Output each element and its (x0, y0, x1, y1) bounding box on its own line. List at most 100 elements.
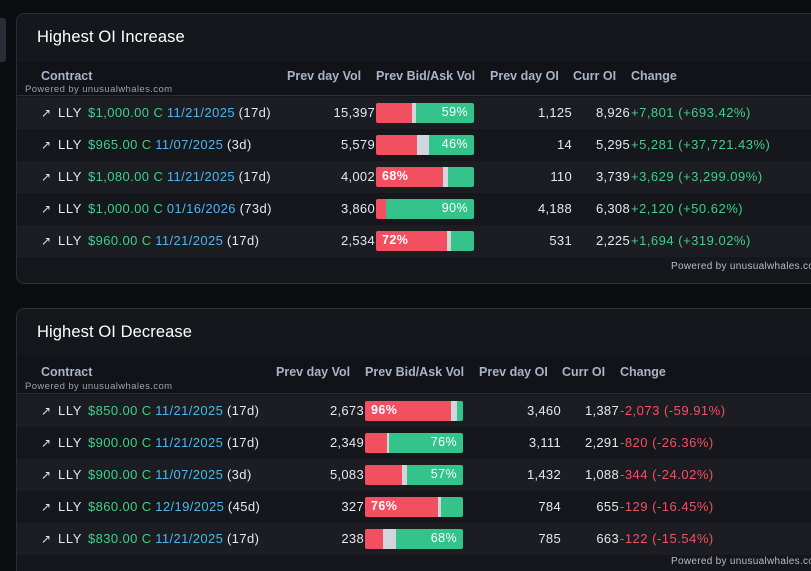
prev-day-volume: 4,002 (340, 169, 375, 184)
external-link-arrow-icon[interactable]: ↗ (41, 404, 52, 418)
powered-by-label: Powered by unusualwhales.com (25, 381, 173, 392)
prev-day-oi: 1,432 (526, 467, 561, 482)
external-link-arrow-icon[interactable]: ↗ (41, 500, 52, 514)
current-oi: 5,295 (595, 137, 630, 152)
bid-ask-percent: 76% (430, 435, 457, 449)
contract-cell[interactable]: $1,000.00 C 11/21/2025 (17d) (88, 105, 271, 120)
ask-segment (447, 167, 474, 187)
contract-cell[interactable]: $900.00 C 11/07/2025 (3d) (88, 467, 252, 482)
external-link-arrow-icon[interactable]: ↗ (41, 170, 52, 184)
current-oi: 1,387 (584, 403, 619, 418)
days-to-expiry: (17d) (226, 233, 260, 248)
ticker-symbol[interactable]: LLY (58, 403, 82, 418)
table-row[interactable]: ↗ LLY $1,000.00 C 01/16/2026 (73d) 3,860 90%… (17, 193, 811, 225)
col-prev-oi[interactable]: Prev day OI (479, 365, 548, 379)
prev-day-oi: 3,460 (526, 403, 561, 418)
table-row[interactable]: ↗ LLY $900.00 C 11/07/2025 (3d) 5,083 57% 1,4… (17, 459, 811, 491)
ticker-symbol[interactable]: LLY (58, 467, 82, 482)
table-row[interactable]: ↗ LLY $900.00 C 11/21/2025 (17d) 2,349 76% 3,… (17, 427, 811, 459)
sidebar-edge-tab[interactable] (0, 18, 6, 62)
col-change[interactable]: Change (631, 69, 677, 83)
bid-ask-bar: 57% (365, 465, 463, 485)
table-row[interactable]: ↗ LLY $850.00 C 11/21/2025 (17d) 2,673 96% 3,… (17, 395, 811, 427)
table-row[interactable]: ↗ LLY $1,000.00 C 11/21/2025 (17d) 15,397 59… (17, 97, 811, 129)
contract-cell[interactable]: $965.00 C 11/07/2025 (3d) (88, 137, 252, 152)
days-to-expiry: (73d) (239, 201, 272, 216)
prev-day-volume: 5,579 (340, 137, 375, 152)
contract-cell[interactable]: $900.00 C 11/21/2025 (17d) (88, 435, 259, 450)
bid-ask-percent: 68% (382, 169, 409, 183)
external-link-arrow-icon[interactable]: ↗ (41, 202, 52, 216)
table-row[interactable]: ↗ LLY $965.00 C 11/07/2025 (3d) 5,579 46% 14 5… (17, 129, 811, 161)
col-contract[interactable]: Contract (41, 69, 93, 83)
ticker-symbol[interactable]: LLY (58, 137, 82, 152)
oi-change: +5,281 (+37,721.43%) (631, 137, 771, 152)
col-prev-vol[interactable]: Prev day Vol (276, 365, 351, 379)
col-prev-oi[interactable]: Prev day OI (490, 69, 559, 83)
bid-segment (376, 135, 418, 155)
table-row[interactable]: ↗ LLY $860.00 C 12/19/2025 (45d) 327 76% 784 6… (17, 491, 811, 523)
table-header: Contract Prev day Vol Prev Bid/Ask Vol P… (17, 356, 811, 394)
ticker-symbol[interactable]: LLY (58, 233, 82, 248)
col-curr-oi[interactable]: Curr OI (573, 69, 617, 83)
external-link-arrow-icon[interactable]: ↗ (41, 436, 52, 450)
bid-segment (376, 231, 447, 251)
bid-ask-bar: 68% (376, 167, 474, 187)
contract-cell[interactable]: $860.00 C 12/19/2025 (45d) (88, 499, 260, 514)
days-to-expiry: (17d) (238, 169, 271, 184)
table-row[interactable]: ↗ LLY $1,080.00 C 11/21/2025 (17d) 4,002 68%… (17, 161, 811, 193)
contract-cell[interactable]: $1,080.00 C 11/21/2025 (17d) (88, 169, 271, 184)
external-link-arrow-icon[interactable]: ↗ (41, 138, 52, 152)
bid-segment (365, 529, 383, 549)
mid-segment (412, 103, 417, 123)
table-row[interactable]: ↗ LLY $830.00 C 11/21/2025 (17d) 238 68% 785 6… (17, 523, 811, 555)
oi-change: +7,801 (+693.42%) (631, 105, 751, 120)
prev-day-volume: 15,397 (333, 105, 375, 120)
ticker-symbol[interactable]: LLY (58, 105, 82, 120)
mid-segment (451, 401, 458, 421)
external-link-arrow-icon[interactable]: ↗ (41, 532, 52, 546)
current-oi: 8,926 (595, 105, 630, 120)
days-to-expiry: (17d) (226, 531, 260, 546)
external-link-arrow-icon[interactable]: ↗ (41, 468, 52, 482)
ticker-symbol[interactable]: LLY (58, 499, 82, 514)
mid-segment (446, 231, 452, 251)
ticker-symbol[interactable]: LLY (58, 169, 82, 184)
external-link-arrow-icon[interactable]: ↗ (41, 234, 52, 248)
col-bid-ask[interactable]: Prev Bid/Ask Vol (376, 69, 476, 83)
mid-segment (402, 465, 408, 485)
mid-segment (382, 529, 397, 549)
bid-ask-bar: 72% (376, 231, 474, 251)
oi-change: -344 (-24.02%) (620, 467, 714, 482)
prev-day-volume: 2,534 (340, 233, 375, 248)
contract-cell[interactable]: $830.00 C 11/21/2025 (17d) (88, 531, 259, 546)
col-prev-vol[interactable]: Prev day Vol (287, 69, 362, 83)
days-to-expiry: (17d) (238, 105, 271, 120)
table-body: ↗ LLY $1,000.00 C 11/21/2025 (17d) 15,397 59… (17, 97, 811, 257)
bid-segment (376, 199, 386, 219)
mid-segment (386, 433, 389, 453)
prev-day-oi: 785 (538, 531, 561, 546)
expiry-date: 11/21/2025 (166, 105, 235, 120)
contract-cell[interactable]: $960.00 C 11/21/2025 (17d) (88, 233, 259, 248)
strike-price: $900.00 C (88, 435, 152, 450)
table-row[interactable]: ↗ LLY $960.00 C 11/21/2025 (17d) 2,534 72% 53… (17, 225, 811, 257)
ticker-symbol[interactable]: LLY (58, 201, 82, 216)
mid-segment (442, 167, 448, 187)
powered-by-footer[interactable]: Powered by unusualwhales.com (671, 556, 811, 567)
col-contract[interactable]: Contract (41, 365, 93, 379)
oi-decrease-panel: Highest OI Decrease Contract Prev day Vo… (16, 308, 811, 571)
col-change[interactable]: Change (620, 365, 666, 379)
external-link-arrow-icon[interactable]: ↗ (41, 106, 52, 120)
powered-by-footer[interactable]: Powered by unusualwhales.com (671, 261, 811, 272)
mid-segment (417, 135, 429, 155)
contract-cell[interactable]: $1,000.00 C 01/16/2026 (73d) (88, 201, 272, 216)
ticker-symbol[interactable]: LLY (58, 531, 82, 546)
contract-cell[interactable]: $850.00 C 11/21/2025 (17d) (88, 403, 259, 418)
current-oi: 3,739 (595, 169, 630, 184)
ask-segment (451, 231, 474, 251)
col-bid-ask[interactable]: Prev Bid/Ask Vol (365, 365, 465, 379)
ticker-symbol[interactable]: LLY (58, 435, 82, 450)
col-curr-oi[interactable]: Curr OI (562, 365, 606, 379)
oi-change: -122 (-15.54%) (620, 531, 714, 546)
